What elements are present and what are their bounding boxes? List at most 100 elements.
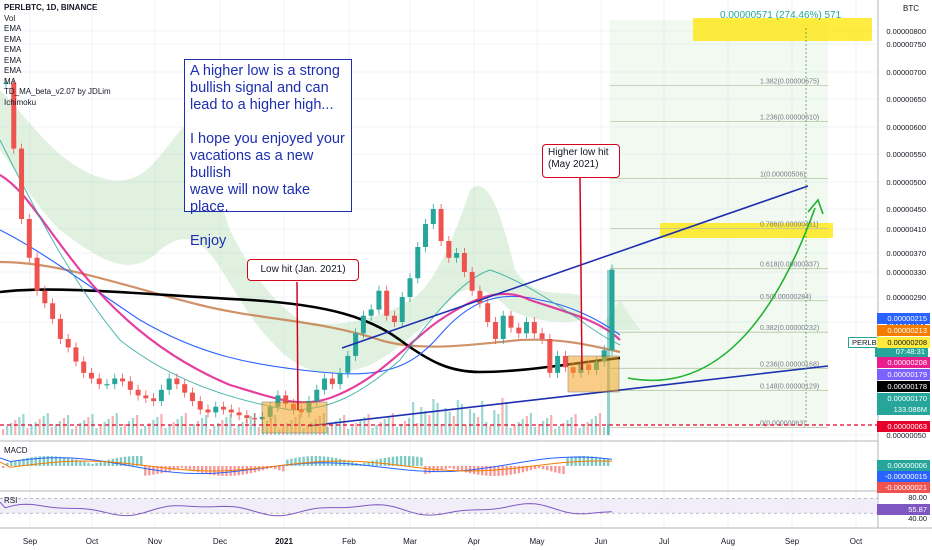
volume-bar bbox=[233, 428, 236, 435]
macd-histogram-bar bbox=[83, 461, 86, 466]
callout-line: vacations as a new bullish bbox=[190, 148, 314, 181]
time-tick-label: Dec bbox=[213, 537, 227, 546]
time-tick-label: Jul bbox=[659, 537, 669, 546]
candle bbox=[337, 372, 343, 385]
macd-histogram-bar bbox=[34, 456, 37, 466]
macd-histogram-bar bbox=[233, 466, 236, 476]
measure-readout: 0.00000571 (274.46%) 571 bbox=[720, 10, 842, 21]
macd-histogram-bar bbox=[517, 466, 521, 474]
volume-bar bbox=[371, 428, 374, 435]
indicator-item[interactable]: EMA bbox=[4, 55, 22, 65]
macd-histogram-bar bbox=[298, 457, 301, 466]
candle bbox=[88, 372, 94, 379]
volume-bar bbox=[399, 424, 403, 435]
volume-bar bbox=[34, 422, 37, 435]
volume-bar bbox=[249, 416, 252, 435]
callout-line: I hope you enjoyed your bbox=[190, 131, 345, 147]
volume-bar bbox=[432, 399, 435, 435]
time-tick-label: Feb bbox=[342, 537, 356, 546]
countdown-timer: 07:48:31 bbox=[875, 347, 928, 357]
volume-bar bbox=[26, 428, 29, 435]
candle bbox=[104, 384, 110, 386]
price-tick-label: 0.00000290 bbox=[886, 293, 926, 302]
volume-bar bbox=[464, 425, 468, 435]
macd-histogram-bar bbox=[420, 457, 423, 466]
volume-bar bbox=[558, 426, 561, 435]
candle bbox=[500, 315, 506, 339]
indicator-item[interactable]: EMA bbox=[4, 24, 22, 33]
macd-histogram-bar bbox=[546, 466, 549, 471]
candle bbox=[135, 389, 141, 396]
volume-bar bbox=[184, 413, 187, 435]
macd-histogram-bar bbox=[107, 459, 110, 466]
macd-histogram-bar bbox=[176, 466, 179, 470]
price-tag: 0.00000063 bbox=[877, 421, 930, 432]
macd-histogram-bar bbox=[558, 466, 561, 474]
volume-bar bbox=[119, 427, 122, 435]
indicator-item[interactable]: EMA bbox=[4, 66, 22, 75]
macd-histogram-bar bbox=[529, 466, 533, 471]
price-axis[interactable]: 0.00000800 0.00000750 0.00000700 0.00000650… bbox=[886, 27, 926, 440]
macd-histogram-bar bbox=[460, 466, 464, 472]
macd-histogram-bar bbox=[274, 466, 277, 470]
volume-bar bbox=[127, 421, 131, 435]
candle bbox=[205, 409, 211, 413]
macd-histogram-bar bbox=[160, 466, 163, 474]
indicator-item[interactable]: Ichimoku bbox=[4, 97, 37, 107]
time-tick-label: 2021 bbox=[275, 537, 293, 546]
trendline-upper bbox=[341, 185, 809, 349]
candle bbox=[562, 355, 568, 368]
price-tag: 0.00000208 bbox=[877, 357, 930, 368]
candle bbox=[345, 355, 351, 373]
volume-bar bbox=[456, 400, 459, 435]
price-tick-label: 0.00000550 bbox=[886, 150, 926, 159]
time-tick-label: Oct bbox=[850, 537, 863, 546]
volume-bar bbox=[164, 428, 167, 435]
volume-bar bbox=[257, 427, 260, 435]
volume-bar bbox=[10, 423, 13, 435]
volume-bar bbox=[50, 427, 53, 435]
macd-pane bbox=[0, 456, 613, 476]
time-tick-label: Sep bbox=[785, 537, 800, 546]
macd-histogram-bar bbox=[66, 457, 70, 466]
macd-histogram-bar bbox=[497, 466, 500, 476]
macd-histogram-bar bbox=[363, 462, 366, 466]
time-tick-label: Aug bbox=[721, 537, 735, 546]
time-tick-label: May bbox=[529, 537, 544, 546]
macd-axis-tag: 0.00000006 bbox=[877, 460, 930, 471]
indicator-item[interactable]: TD_MA_beta_v2.07 by JDLim bbox=[4, 87, 111, 96]
indicator-item[interactable]: EMA bbox=[4, 34, 22, 44]
macd-histogram-bar bbox=[408, 456, 411, 466]
candle bbox=[174, 378, 180, 385]
low-hit-note-text: Low hit (Jan. 2021) bbox=[260, 264, 346, 275]
candle bbox=[360, 315, 366, 334]
symbol-title[interactable]: PERLBTC, 1D, BINANCE bbox=[4, 3, 98, 12]
macd-histogram-bar bbox=[26, 457, 29, 466]
volume-bar bbox=[420, 407, 423, 435]
volume-bar bbox=[607, 270, 610, 435]
macd-histogram-bar bbox=[290, 458, 293, 466]
volume-bar bbox=[509, 428, 512, 435]
candle bbox=[485, 303, 491, 322]
fib-label: 0.148(0.00000129) bbox=[760, 383, 819, 390]
time-axis[interactable]: Sep Oct Nov Dec 2021 Feb Mar Apr May Jun Jul Aug Sep… bbox=[23, 537, 863, 546]
candle bbox=[384, 290, 390, 316]
fib-label: 0(0.00000063) bbox=[760, 421, 806, 428]
volume-bar bbox=[326, 427, 329, 435]
volume-bar bbox=[135, 415, 139, 435]
indicator-item[interactable]: MA bbox=[4, 76, 16, 86]
volume-bar bbox=[485, 422, 488, 435]
indicator-item[interactable]: Vol bbox=[4, 13, 16, 23]
fib-label: 0.5(0.00000284) bbox=[760, 294, 811, 301]
time-tick-label: Sep bbox=[23, 537, 38, 546]
volume-bar bbox=[440, 424, 443, 435]
macd-histogram-bar bbox=[140, 456, 143, 466]
macd-histogram-bar bbox=[501, 466, 504, 476]
candle bbox=[213, 406, 219, 413]
indicator-item[interactable]: EMA bbox=[4, 45, 22, 54]
volume-bar bbox=[383, 419, 386, 435]
macd-histogram-bar bbox=[537, 466, 541, 469]
volume-bar bbox=[237, 425, 240, 435]
macd-histogram-bar bbox=[2, 466, 5, 468]
